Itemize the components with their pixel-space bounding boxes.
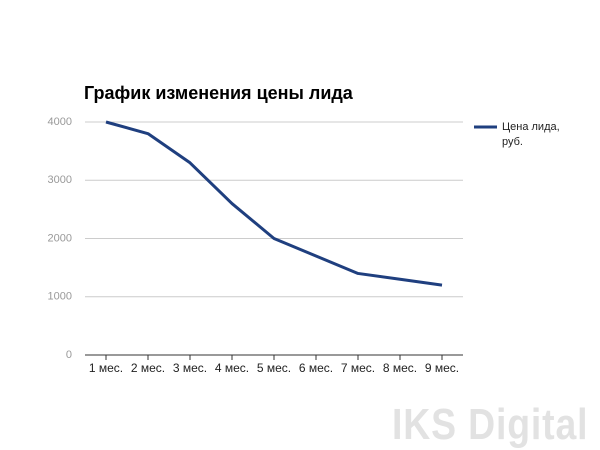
x-tick-label: 8 мес. [382, 361, 418, 375]
x-tick-label: 3 мес. [172, 361, 208, 375]
y-tick-label: 3000 [48, 174, 72, 186]
y-tick-label: 4000 [48, 116, 72, 128]
x-tick-label: 2 мес. [130, 361, 166, 375]
y-tick-label: 0 [66, 349, 72, 361]
x-tick-label: 9 мес. [424, 361, 460, 375]
x-tick-label: 4 мес. [214, 361, 250, 375]
y-tick-label: 2000 [48, 232, 72, 244]
chart-title: График изменения цены лида [84, 83, 353, 103]
series-line [105, 120, 443, 287]
x-tick-label: 5 мес. [256, 361, 292, 375]
watermark: IKS Digital [392, 400, 589, 449]
x-tick-label: 7 мес. [340, 361, 376, 375]
y-tick-label: 1000 [48, 291, 72, 303]
legend-label: Цена лида, руб. [502, 121, 560, 148]
x-tick-label: 6 мес. [298, 361, 334, 375]
x-tick-label: 1 мес. [88, 361, 124, 375]
